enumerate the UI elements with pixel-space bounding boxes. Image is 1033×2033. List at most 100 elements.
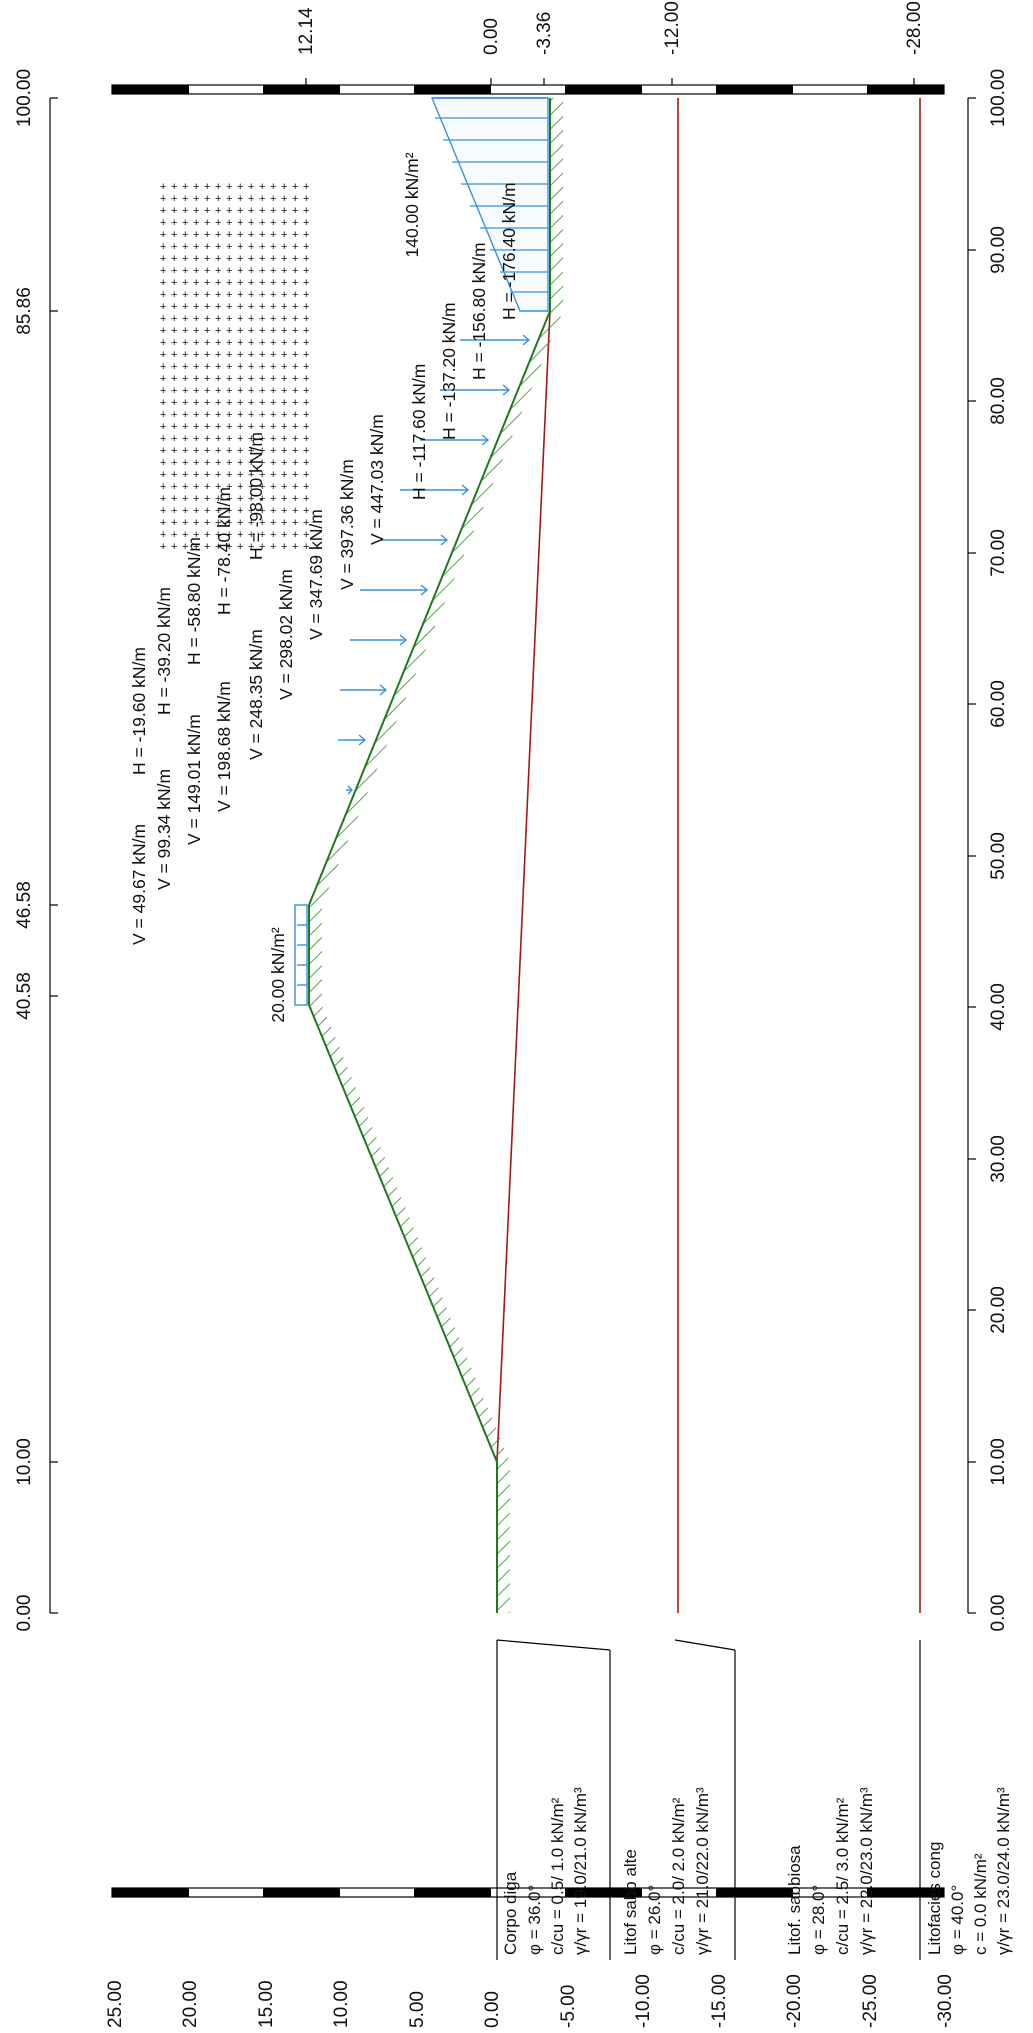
ground-hatch-band [309,98,563,1613]
plus-mark: + [281,277,287,289]
plus-mark: + [215,181,221,193]
x-tick-80: 80.00 [988,377,1009,425]
plus-mark: + [204,493,210,505]
plus-mark: + [303,289,309,301]
plus-mark: + [303,385,309,397]
plus-mark: + [281,241,287,253]
plus-mark: + [160,253,166,265]
plus-mark: + [281,517,287,529]
plus-mark: + [292,253,298,265]
plus-mark: + [248,433,254,445]
plus-mark: + [237,469,243,481]
plus-mark: + [292,301,298,313]
plus-mark: + [171,205,177,217]
plus-mark: + [160,277,166,289]
plus-mark: + [292,265,298,277]
plus-mark: + [204,445,210,457]
plus-mark: + [292,277,298,289]
plus-mark: + [171,301,177,313]
plus-mark: + [281,313,287,325]
plus-mark: + [182,361,188,373]
plus-mark: + [303,493,309,505]
plus-mark: + [193,529,199,541]
plus-mark: + [215,385,221,397]
plus-mark: + [215,421,221,433]
plus-mark: + [226,445,232,457]
plus-mark: + [259,457,265,469]
plus-mark: + [215,265,221,277]
plus-mark: + [193,241,199,253]
plus-mark: + [303,529,309,541]
plus-mark: + [270,337,276,349]
plus-mark: + [237,529,243,541]
upstream-load-label: 140.00 kN/m² [402,152,422,257]
plus-mark: + [215,277,221,289]
plus-mark: + [204,529,210,541]
soil-4-line-3: γ/γr = 23.0/24.0 kN/m³ [994,1787,1013,1955]
x-tick-90: 90.00 [988,226,1009,274]
plus-mark: + [259,337,265,349]
x-top-0-00: 0.00 [14,1595,35,1632]
plus-mark: + [303,301,309,313]
soil-3-line-2: c/cu = 2.5/ 3.0 kN/m² [833,1797,852,1955]
plus-mark: + [204,349,210,361]
plus-mark: + [248,505,254,517]
plus-mark: + [292,193,298,205]
plus-mark: + [270,385,276,397]
plus-mark: + [292,337,298,349]
plus-mark: + [248,337,254,349]
plus-mark: + [281,325,287,337]
plus-mark: + [292,313,298,325]
plus-mark: + [292,349,298,361]
plus-mark: + [226,505,232,517]
plus-mark: + [193,325,199,337]
plus-mark: + [281,409,287,421]
plus-mark: + [303,373,309,385]
plus-mark: + [226,421,232,433]
plus-mark: + [259,505,265,517]
plus-mark: + [292,493,298,505]
plus-mark: + [292,217,298,229]
plus-mark: + [259,313,265,325]
plus-mark: + [171,433,177,445]
plus-mark: + [193,181,199,193]
x-tick-0: 0.00 [988,1595,1009,1632]
soil-2-name: Litof sabb alte [621,1849,640,1955]
plus-mark: + [226,253,232,265]
plus-mark: + [303,421,309,433]
x-top-100-00: 100.00 [14,69,35,127]
plus-mark: + [204,253,210,265]
plus-mark: + [171,373,177,385]
plus-mark: + [204,469,210,481]
plus-mark: + [259,445,265,457]
plus-mark: + [270,469,276,481]
plus-mark: + [281,217,287,229]
plus-mark: + [237,325,243,337]
plus-mark: + [226,289,232,301]
plus-mark: + [237,457,243,469]
plus-mark: + [226,397,232,409]
plus-mark: + [303,481,309,493]
plus-mark: + [215,349,221,361]
soil-3-line-1: φ = 28.0° [809,1885,828,1955]
plus-mark: + [171,361,177,373]
plus-mark: + [204,325,210,337]
plus-mark: + [281,541,287,553]
plus-mark: + [237,421,243,433]
horizontal-load-labels: H = -19.60 kN/m H = -39.20 kN/m H = -58.… [129,182,519,775]
plus-mark: + [237,433,243,445]
h-load-8: H = -156.80 kN/m [469,242,489,380]
plus-mark: + [215,205,221,217]
plus-mark: + [160,529,166,541]
plus-mark: + [204,457,210,469]
x-tick-40: 40.00 [988,983,1009,1031]
y-tick-minus-15: -15.00 [709,1974,730,2028]
plus-mark: + [171,229,177,241]
plus-mark: + [160,217,166,229]
plus-mark: + [292,361,298,373]
plus-mark: + [259,217,265,229]
plus-mark: + [303,433,309,445]
plus-mark: + [160,229,166,241]
plus-mark: + [237,253,243,265]
plus-mark: + [204,337,210,349]
